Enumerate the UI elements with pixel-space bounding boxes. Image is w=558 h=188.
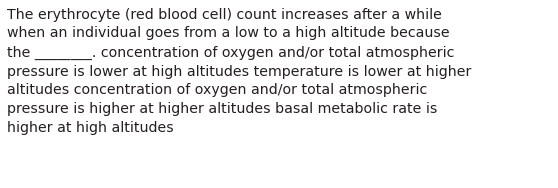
- Text: The erythrocyte (red blood cell) count increases after a while
when an individua: The erythrocyte (red blood cell) count i…: [7, 8, 471, 135]
